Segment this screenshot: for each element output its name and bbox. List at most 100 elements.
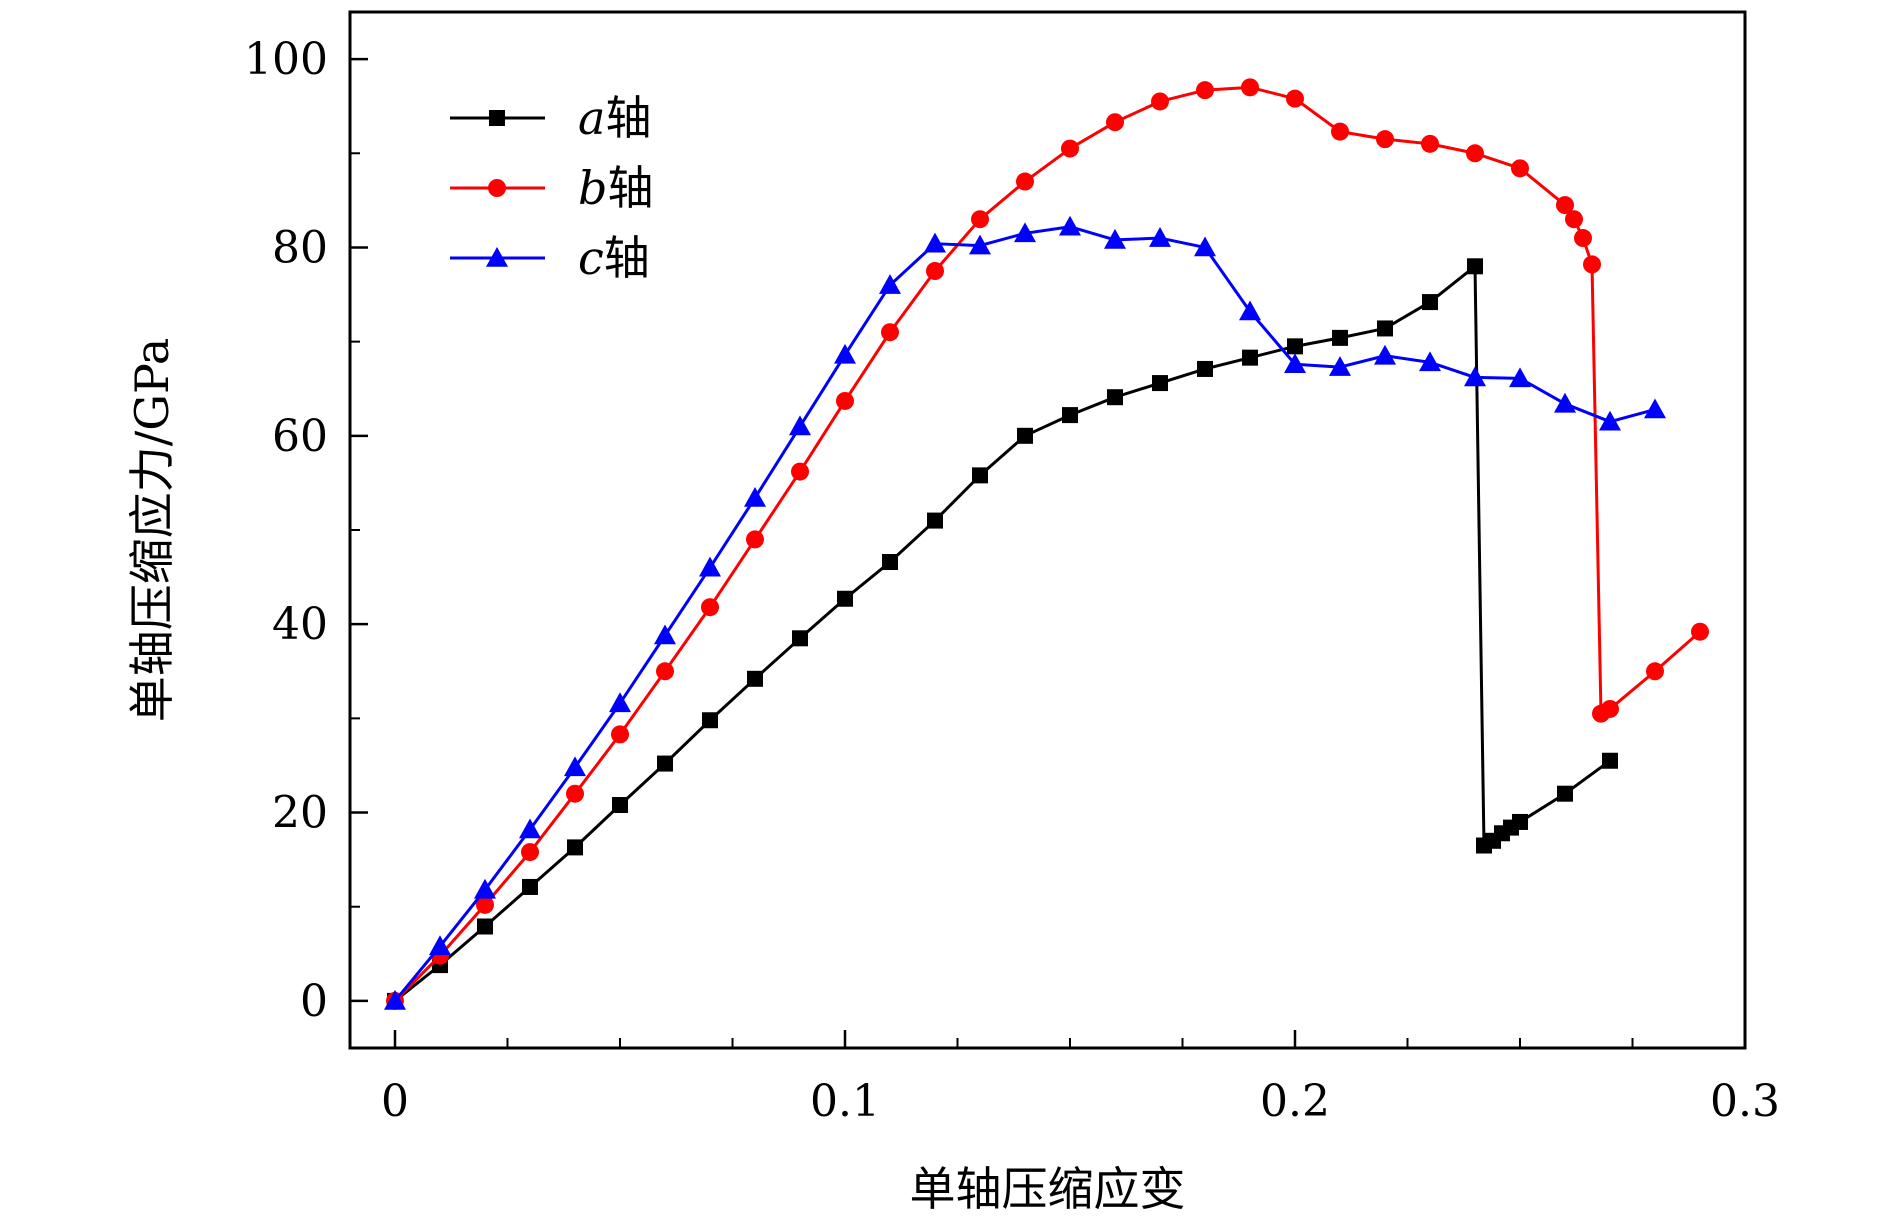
y-tick-label: 80 [272,222,328,273]
data-point-a [1377,320,1393,337]
legend: a轴 b轴 c轴 [450,91,653,285]
data-point-b [1601,699,1619,718]
data-point-a [657,755,673,772]
data-point-b [1466,144,1484,163]
data-point-a [792,630,808,647]
data-point-c [384,989,406,1010]
data-point-a [1512,813,1528,830]
data-point-c [879,274,901,294]
data-point-c [1419,351,1441,372]
data-point-a [1062,407,1078,424]
data-point-a [1602,752,1618,769]
data-point-b [1556,196,1574,215]
data-point-a [702,712,718,729]
series-c [384,215,1666,1010]
data-point-b [881,323,899,342]
data-point-b [566,784,584,803]
data-point-c [609,692,631,713]
y-tick-label: 40 [272,599,328,650]
data-point-c [1284,353,1306,374]
legend-marker-a [489,110,505,126]
data-point-a [1332,329,1348,346]
data-point-b [1106,113,1124,132]
data-point-c [654,624,676,645]
data-point-b [836,391,854,410]
data-point-b [1061,139,1079,158]
data-point-b [1574,229,1592,248]
data-point-b [791,462,809,481]
data-point-c [1554,392,1576,413]
data-point-b [746,530,764,549]
data-point-c [1194,236,1216,257]
data-point-a [1287,338,1303,355]
data-point-a [972,467,988,484]
data-point-b [1691,622,1709,641]
x-tick-label: 0.2 [1260,1076,1330,1127]
data-point-c [1599,410,1621,431]
data-point-c [1644,398,1666,419]
data-point-b [611,725,629,744]
data-point-c [1149,227,1171,247]
data-point-a [837,590,853,607]
data-point-b [1421,134,1439,153]
data-point-c [924,232,946,253]
data-point-a [1017,427,1033,444]
data-point-b [1331,122,1349,141]
data-point-c [1059,215,1081,236]
data-point-c [1329,356,1351,376]
data-point-b [476,895,494,914]
y-tick-label: 100 [244,34,328,85]
series-line-b [393,85,1701,1002]
data-point-a [1557,785,1573,802]
legend-marker-b [488,179,506,197]
data-point-b [1286,89,1304,108]
data-point-b [656,662,674,681]
legend-label-a: a轴 [578,91,651,145]
data-point-a [747,670,763,687]
series-b [386,78,1709,1010]
data-point-c [1374,344,1396,365]
data-point-a [1107,389,1123,406]
data-point-b [521,843,539,862]
data-point-b [1151,92,1169,111]
y-tick-label: 20 [272,788,328,839]
x-tick-label: 0.1 [810,1076,880,1127]
data-point-c [1509,367,1531,388]
data-point-a [927,512,943,529]
data-point-c [1104,228,1126,249]
y-axis-title: 单轴压缩应力/GPa [125,338,179,723]
data-point-a [567,839,583,856]
plot-frame [348,10,1747,1050]
data-point-c [744,486,766,507]
data-point-c [789,415,811,436]
legend-marker-c [486,247,508,267]
data-point-c [519,818,541,839]
data-point-b [1016,172,1034,191]
data-point-a [1467,258,1483,275]
axis-ticks [350,57,1747,1048]
legend-label-c: c轴 [578,231,650,285]
data-point-b [1565,210,1583,229]
data-point-b [1646,662,1664,681]
y-tick-label: 60 [272,411,328,462]
data-point-b [1583,255,1601,274]
data-point-b [971,210,989,229]
tick-labels: 0 0.1 0.2 0.3 0 20 40 60 80 100 [244,34,1780,1127]
data-point-c [429,935,451,956]
data-point-a [1197,360,1213,377]
data-point-c [834,343,856,364]
series-layer [384,78,1709,1010]
x-tick-label: 0.3 [1710,1076,1780,1127]
data-point-c [564,756,586,777]
data-point-c [1014,222,1036,243]
y-tick-label: 0 [300,976,328,1027]
data-point-a [1242,349,1258,366]
data-point-b [701,598,719,617]
data-point-c [1239,300,1261,321]
data-point-b [1511,159,1529,178]
data-point-a [612,797,628,814]
data-point-b [1241,78,1259,97]
data-point-c [1464,366,1486,387]
legend-label-b: b轴 [578,161,653,215]
